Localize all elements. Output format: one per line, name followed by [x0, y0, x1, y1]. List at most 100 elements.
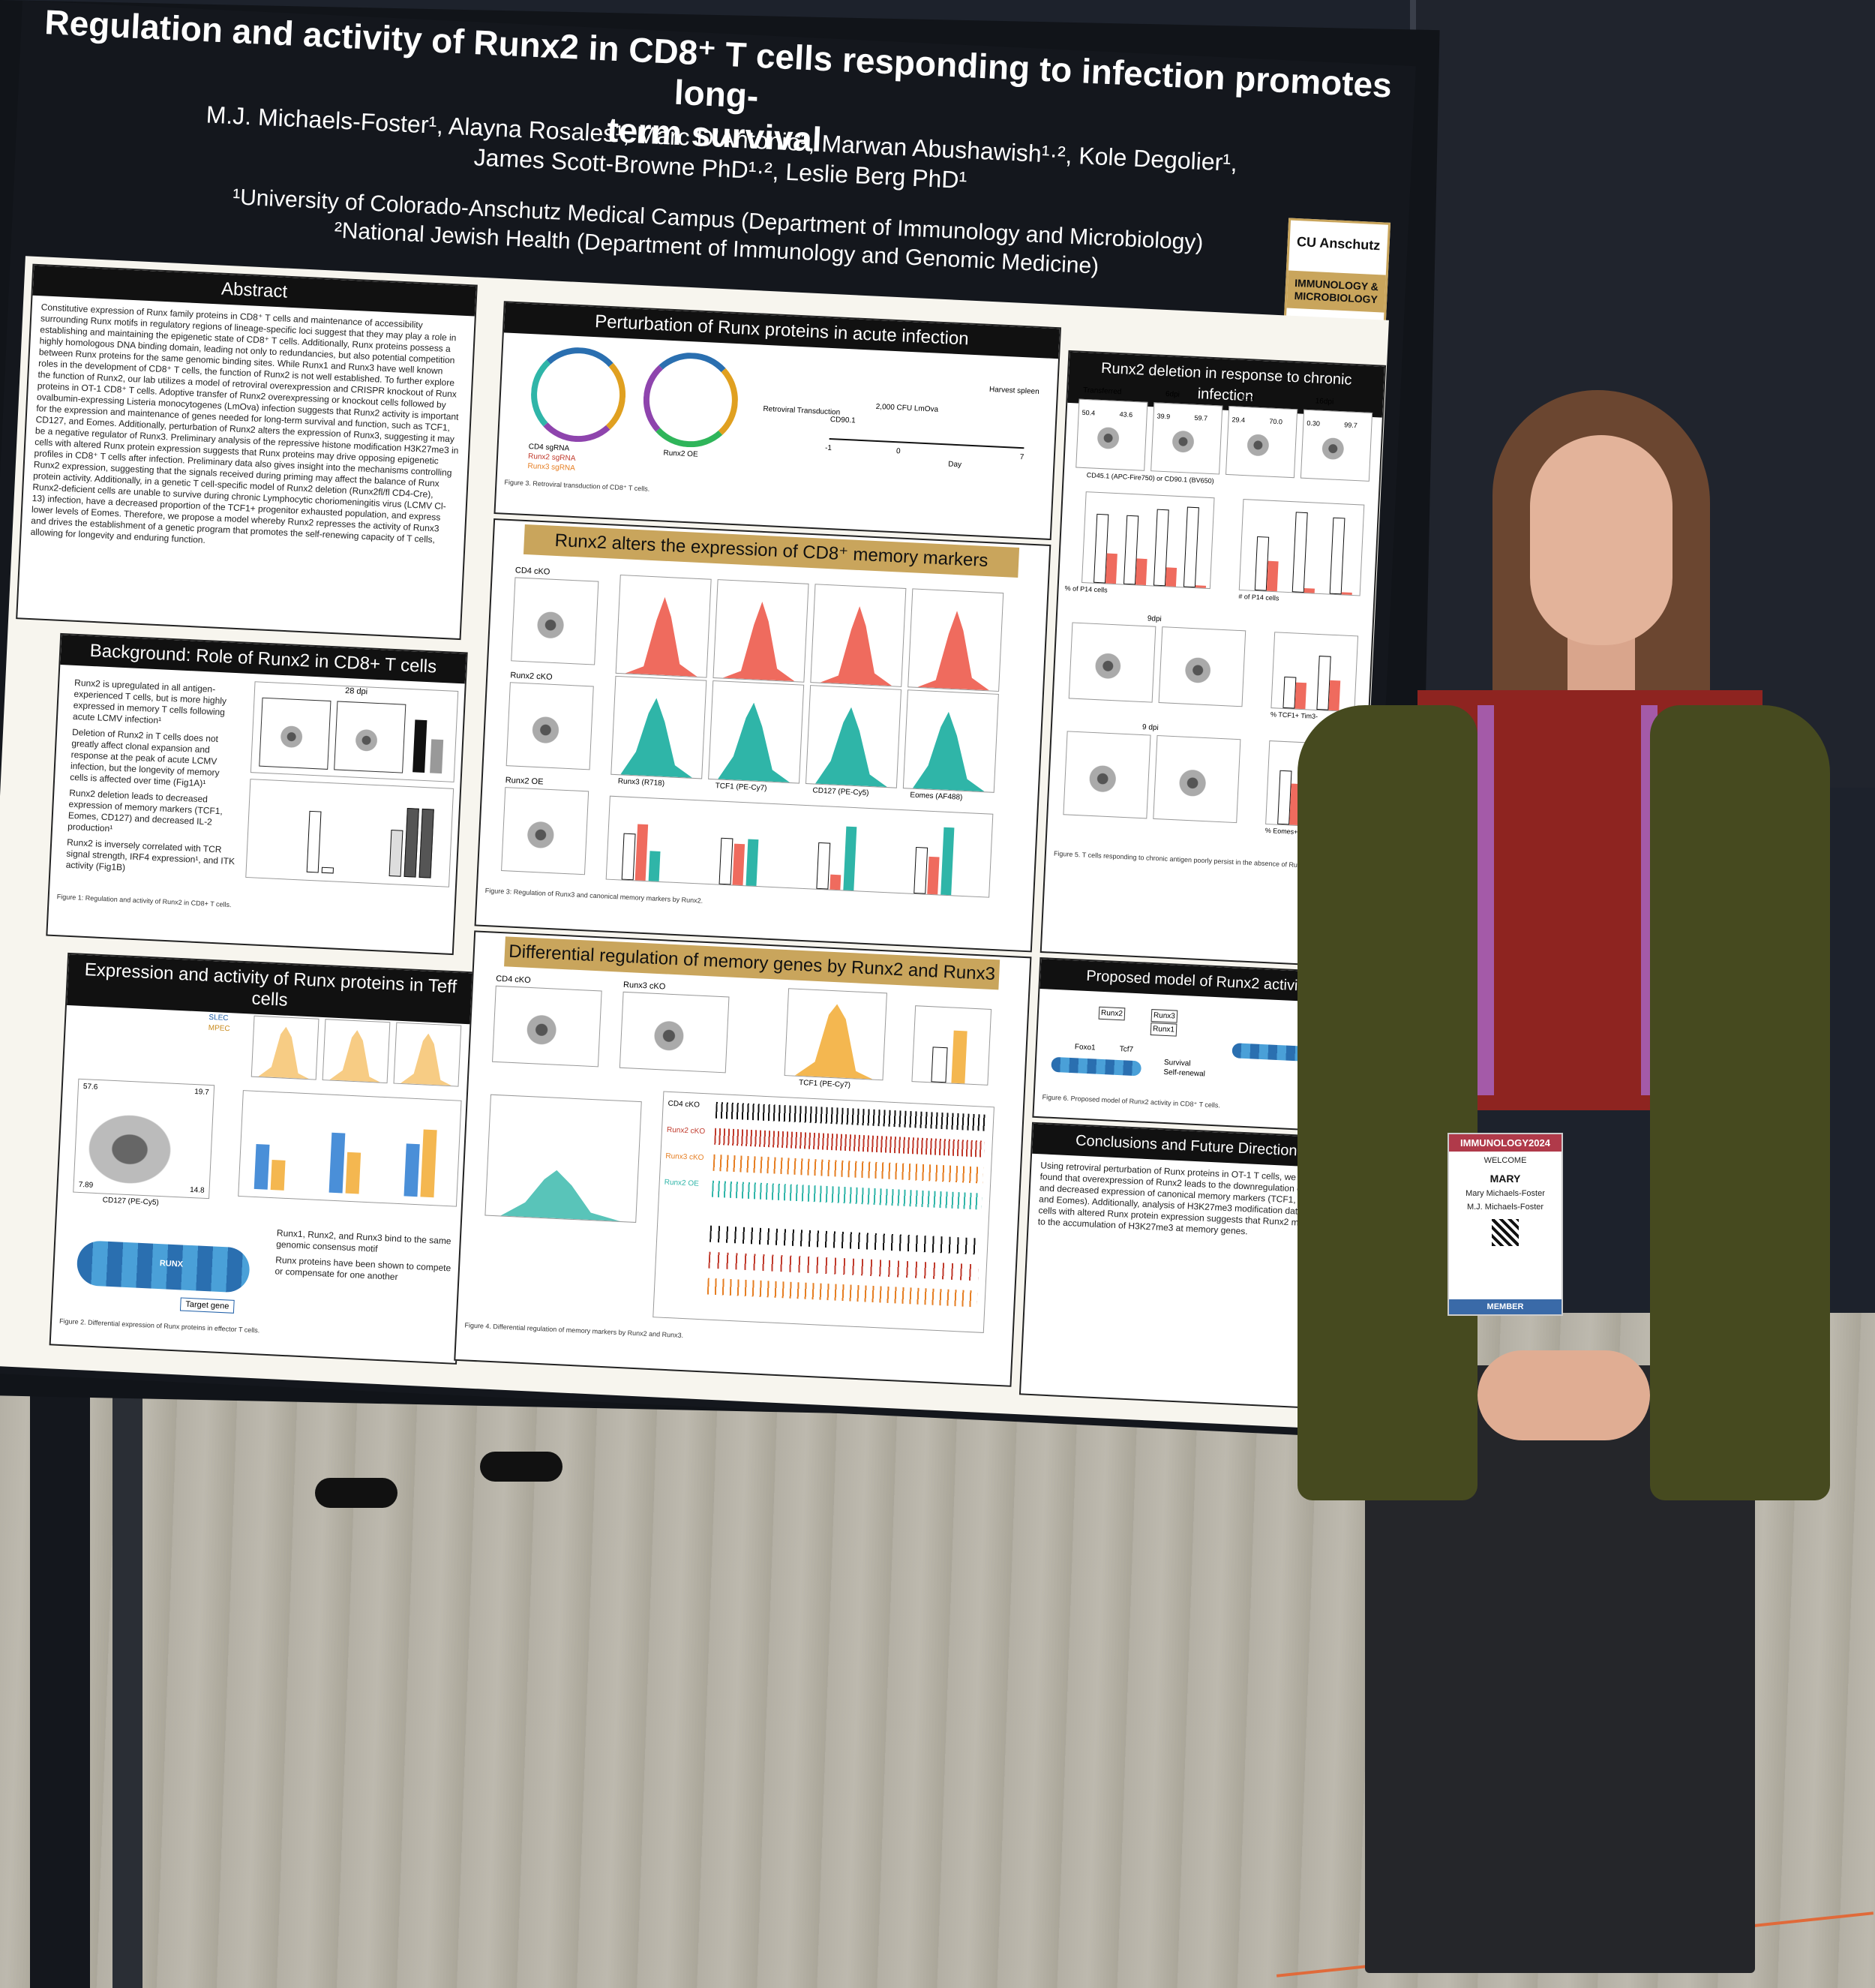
bar-mpec — [345, 1152, 362, 1194]
memory-histogram — [610, 675, 707, 779]
histogram-shape — [722, 600, 798, 681]
histogram-shape — [258, 1026, 311, 1079]
model-label: Runx1 — [1150, 1023, 1178, 1037]
presenter: IMMUNOLOGY2024 WELCOME MARY Mary Michael… — [1298, 390, 1830, 1988]
tim3-flow-plot — [1068, 622, 1156, 703]
eomes-flow-plot — [1063, 731, 1151, 819]
figure-2-caption: Figure 2. Differential expression of Run… — [58, 1317, 260, 1335]
gate-value: 50.4 — [1082, 408, 1096, 417]
badge-org: M.J. Michaels-Foster — [1466, 1203, 1544, 1212]
poster-board: Regulation and activity of Runx2 in CD8⁺… — [0, 0, 1440, 1438]
transduction-label: Retroviral Transduction — [763, 404, 841, 417]
row-label: Runx2 cKO — [510, 671, 553, 682]
dna-strand — [1051, 1056, 1142, 1077]
histogram-shape — [820, 605, 896, 686]
legend-slec: SLEC — [208, 1013, 229, 1023]
oe-label: Runx2 OE — [663, 449, 698, 459]
x-axis-label: Runx3 (R718) — [617, 777, 665, 788]
perturbation-panel: Perturbation of Runx proteins in acute i… — [494, 301, 1062, 541]
bar — [388, 830, 404, 877]
genome-tracks: CD4 cKO Runx2 cKO Runx3 cKO Runx2 OE — [652, 1091, 994, 1333]
figure-1a: 28 dpi — [250, 681, 459, 782]
runx-label: RUNX — [159, 1259, 184, 1269]
model-label: Runx3 — [1150, 1009, 1178, 1023]
bar-wt — [412, 719, 428, 773]
cardigan-right — [1650, 705, 1830, 1500]
x-axis-label: CD127 (PE-Cy5) — [102, 1196, 159, 1207]
harvest-label: Harvest spleen — [988, 385, 1040, 397]
signal-track — [714, 1128, 985, 1158]
timeline-tick: -1 — [824, 443, 832, 453]
gate-value: 14.8 — [189, 1185, 205, 1195]
bar — [321, 866, 334, 874]
bar — [718, 837, 734, 885]
track-label: Runx2 OE — [664, 1178, 700, 1188]
bar — [1165, 567, 1178, 587]
bar-mpec — [270, 1160, 286, 1191]
signal-track — [706, 1278, 978, 1308]
histogram-shape — [400, 1032, 454, 1086]
figure-5-caption: Figure 5. T cells responding to chronic … — [1053, 849, 1311, 869]
row-label: Runx3 cKO — [622, 980, 666, 992]
timepoint-label: 6dpi — [1165, 390, 1180, 399]
bar-slec — [254, 1143, 270, 1190]
sub-label: 9dpi — [1147, 614, 1162, 624]
timepoint-label: 9dpi — [1240, 393, 1255, 403]
bar — [418, 808, 434, 878]
congenic-label: CD90.1 — [830, 415, 856, 425]
figure-3-caption: Figure 3. Retroviral transduction of CD8… — [504, 478, 650, 493]
badge-event: IMMUNOLOGY2024 — [1449, 1134, 1562, 1152]
histogram-shape — [329, 1029, 382, 1083]
tcf1-histogram — [784, 988, 887, 1081]
bar — [634, 824, 649, 881]
histogram-shape — [500, 1168, 622, 1221]
track-label: Runx2 cKO — [666, 1125, 706, 1137]
runx-histogram — [322, 1019, 391, 1084]
badge-welcome: WELCOME — [1484, 1156, 1527, 1165]
bar — [621, 833, 636, 881]
gate-value: 39.9 — [1156, 412, 1171, 421]
expression-bullet: Runx1, Runx2, and Runx3 bind to the same… — [275, 1227, 452, 1254]
qr-code-icon — [1492, 1219, 1519, 1246]
abstract-text: Constitutive expression of Runx family p… — [30, 302, 459, 545]
gate-value: 59.7 — [1194, 413, 1208, 422]
badge-first-name: MARY — [1490, 1173, 1521, 1185]
infection-label: 2,000 CFU LmOva — [875, 402, 939, 414]
bar — [1266, 560, 1279, 592]
cardigan-left — [1298, 705, 1478, 1500]
background-bullet: Deletion of Runx2 in T cells does not gr… — [69, 726, 220, 789]
figure-1-caption: Figure 1: Regulation and activity of Run… — [56, 893, 232, 909]
flow-gate-plot — [619, 991, 730, 1074]
background-bullet: Runx2 is inversely correlated with TCR s… — [65, 836, 236, 873]
row-label: CD4 cKO — [495, 974, 531, 985]
row-label: Runx2 OE — [505, 776, 544, 787]
sgrna-label: CD4 sgRNA — [528, 443, 570, 453]
x-axis-label: CD127 (PE-Cy5) — [812, 786, 869, 797]
differential-panel: Differential regulation of memory genes … — [454, 930, 1032, 1387]
runx-histogram — [393, 1022, 462, 1087]
row-label: CD4 cKO — [514, 566, 550, 577]
abstract-panel: Abstract Constitutive expression of Runx… — [16, 263, 478, 641]
model-label: Foxo1 — [1074, 1043, 1096, 1053]
background-shoe — [315, 1478, 398, 1508]
bar — [843, 826, 857, 891]
bar — [830, 874, 842, 890]
model-label: Survival — [1163, 1058, 1191, 1068]
memory-histogram — [805, 685, 902, 788]
name-badge: IMMUNOLOGY2024 WELCOME MARY Mary Michael… — [1448, 1133, 1563, 1316]
timeline-axis — [829, 437, 1024, 449]
background-panel: Background: Role of Runx2 in CD8+ T cell… — [46, 632, 468, 956]
poster-content: Abstract Constitutive expression of Runx… — [0, 256, 1389, 1430]
memory-markers-panel: Runx2 alters the expression of CD8⁺ memo… — [474, 518, 1052, 953]
histogram-shape — [795, 1002, 876, 1080]
bar-slec — [328, 1132, 346, 1194]
flow-plot — [334, 701, 406, 773]
timeline-tick: 0 — [896, 447, 901, 456]
bar — [1106, 553, 1118, 584]
bar — [940, 827, 955, 896]
histogram-shape — [815, 706, 891, 787]
bar — [746, 839, 759, 887]
background-bullet: Runx2 is upregulated in all antigen-expe… — [72, 677, 227, 726]
sgrna-label: Runx2 sgRNA — [527, 452, 576, 464]
memory-histogram — [708, 680, 805, 784]
